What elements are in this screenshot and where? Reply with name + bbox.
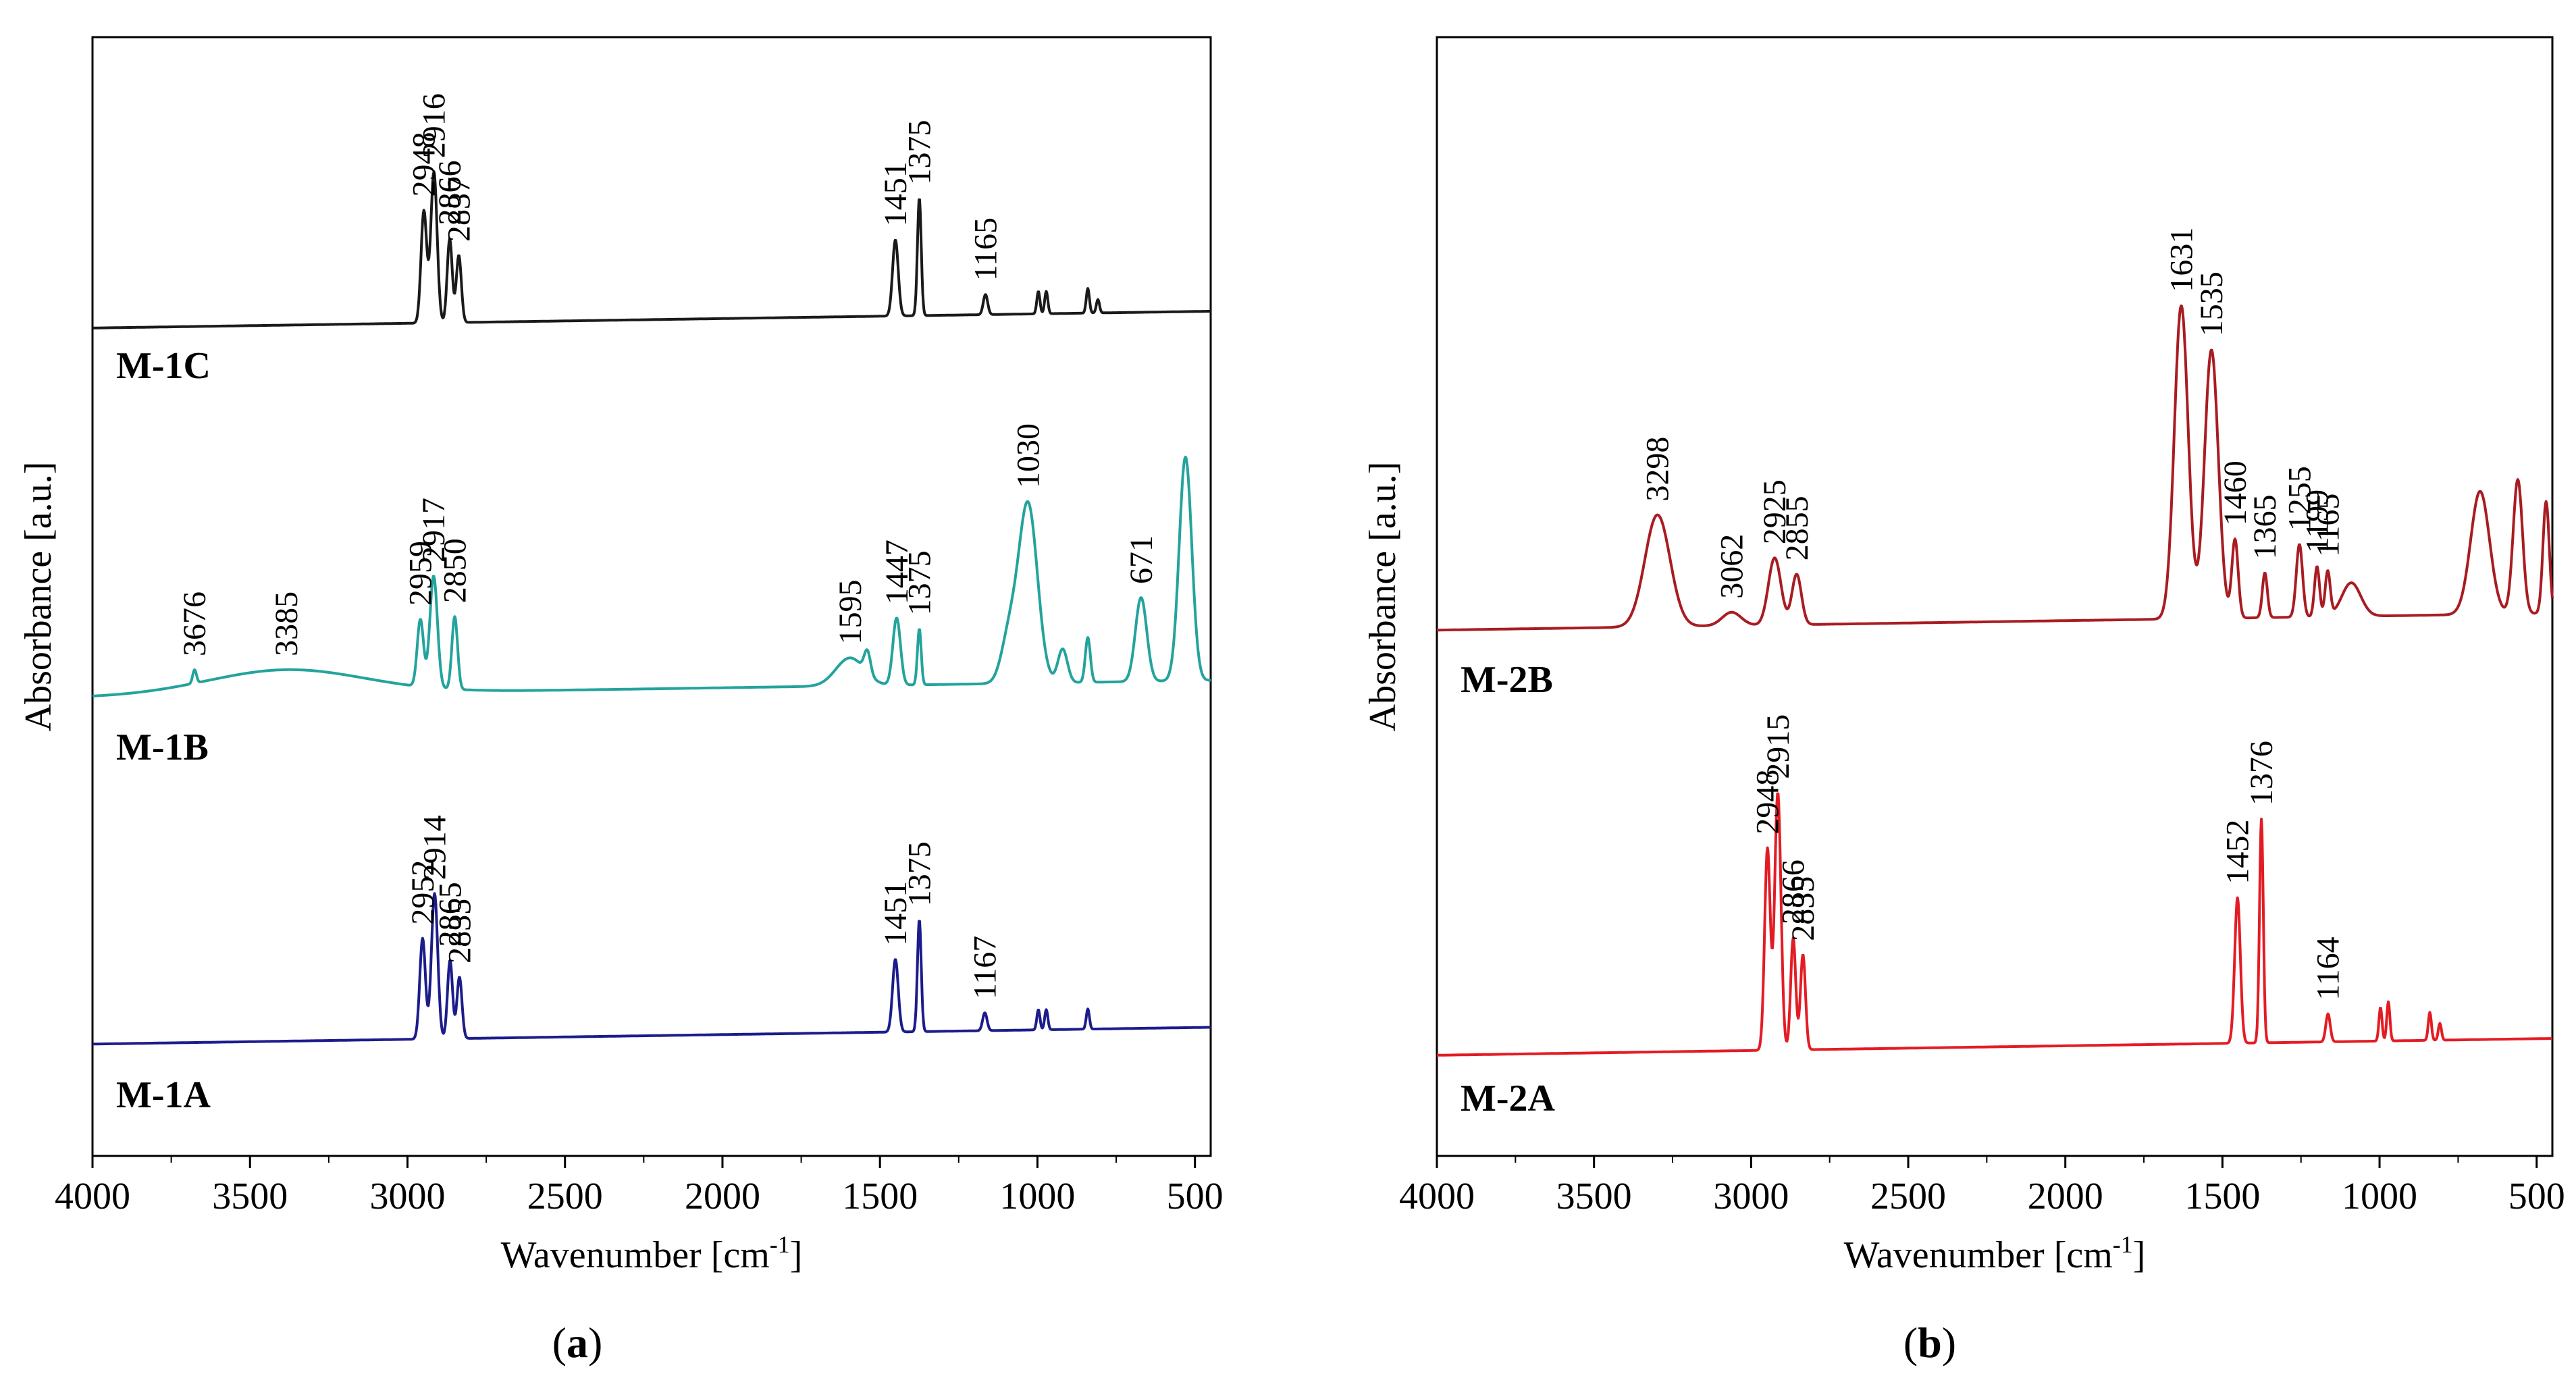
peak-label: 2952: [405, 860, 441, 925]
peak-label: 3676: [177, 591, 213, 656]
x-tick-label: 4000: [1399, 1176, 1475, 1217]
peak-label: 3385: [269, 591, 305, 656]
peak-label: 1375: [902, 120, 938, 184]
x-tick-label: 4000: [55, 1176, 130, 1217]
x-tick-label: 1500: [2184, 1176, 2260, 1217]
peak-label: 2855: [1779, 496, 1815, 560]
series-label: M-1B: [116, 727, 209, 768]
y-axis-title: Absorbance [a.u.]: [1362, 462, 1404, 732]
series-label: M-2B: [1461, 659, 1553, 701]
peak-label: 1447: [879, 539, 915, 604]
peak-label: 1167: [968, 936, 1003, 999]
peak-label: 2865: [432, 882, 468, 947]
peak-label: 1535: [2194, 271, 2230, 336]
panel-label: (a): [552, 1319, 603, 1367]
peak-label: 1376: [2244, 741, 2280, 806]
peak-label: 2925: [1757, 479, 1793, 544]
x-tick-label: 1500: [842, 1176, 918, 1217]
peak-label: 1451: [878, 161, 914, 226]
x-tick-label: 500: [1167, 1176, 1224, 1217]
x-tick-label: 1000: [999, 1176, 1075, 1217]
peak-label: 1451: [878, 881, 914, 946]
peak-label: 2850: [437, 538, 473, 603]
peak-label: 2915: [1760, 714, 1796, 779]
plot-frame: [1436, 36, 2554, 1157]
x-axis-title: Wavenumber [cm-1]: [1844, 1231, 2146, 1276]
x-tick-label: 500: [2508, 1176, 2565, 1217]
peak-label: 2917: [416, 498, 452, 562]
y-axis-title: Absorbance [a.u.]: [18, 462, 59, 732]
series-line-M-1C: [91, 170, 1212, 329]
peak-label: 2914: [417, 815, 453, 880]
x-tick-label: 2500: [527, 1176, 603, 1217]
series-label: M-1C: [116, 345, 211, 387]
x-tick-label: 1000: [2342, 1176, 2417, 1217]
x-tick-label: 3500: [1556, 1176, 1632, 1217]
peak-label: 1164: [2311, 936, 2346, 1000]
peak-label: 1375: [902, 841, 938, 906]
panel-b: 4000 3500 3000 2500 2000 1500 1000 500 Wavenumbe…: [1362, 36, 2565, 1367]
peak-label: 1199: [2299, 490, 2335, 553]
peak-label: 2835: [442, 899, 477, 964]
series-line-M-2A: [1436, 792, 2554, 1057]
series-label: M-1A: [116, 1074, 211, 1116]
peak-label: 671: [1124, 535, 1159, 584]
peak-label: 2866: [432, 160, 468, 225]
series-line-M-1A: [91, 892, 1212, 1046]
peak-label: 2948: [406, 132, 442, 196]
peak-label: 1255: [2282, 466, 2317, 531]
peak-label: 3298: [1640, 437, 1676, 502]
peak-label: 1165: [968, 217, 1003, 281]
peak-label: 2837: [442, 177, 477, 242]
plot-frame: [91, 36, 1212, 1157]
series-label: M-2A: [1461, 1078, 1556, 1119]
peak-label: 3062: [1714, 534, 1750, 599]
x-tick-label: 3000: [369, 1176, 445, 1217]
x-tick-label: 2000: [685, 1176, 760, 1217]
peak-label: 2835: [1785, 876, 1821, 941]
peak-label: 1595: [833, 579, 868, 644]
peak-label: 1375: [902, 550, 938, 615]
panel-label: (b): [1903, 1319, 1956, 1367]
peak-label: 1452: [2220, 820, 2256, 885]
x-tick-label: 2500: [1870, 1176, 1946, 1217]
peak-label: 1165: [2310, 494, 2346, 557]
x-axis-title: Wavenumber [cm-1]: [501, 1231, 803, 1276]
peak-label: 2948: [1750, 770, 1786, 835]
peak-label: 2959: [403, 541, 439, 606]
x-tick-label: 3500: [212, 1176, 288, 1217]
peak-label: 1460: [2217, 460, 2253, 525]
peak-label: 2866: [1776, 860, 1812, 924]
series-line-M-2B: [1436, 305, 2554, 632]
peak-label: 1631: [2163, 228, 2199, 292]
x-tick-label: 2000: [2028, 1176, 2103, 1217]
series-line-M-1B: [91, 455, 1212, 697]
peak-label: 1365: [2247, 494, 2283, 559]
x-tick-label: 3000: [1713, 1176, 1789, 1217]
peak-label: 1030: [1010, 423, 1046, 488]
panel-a: 4000 3500 3000 2500 2000 1500 1000 500 Wavenumbe…: [18, 36, 1224, 1367]
peak-label: 2916: [417, 93, 452, 158]
